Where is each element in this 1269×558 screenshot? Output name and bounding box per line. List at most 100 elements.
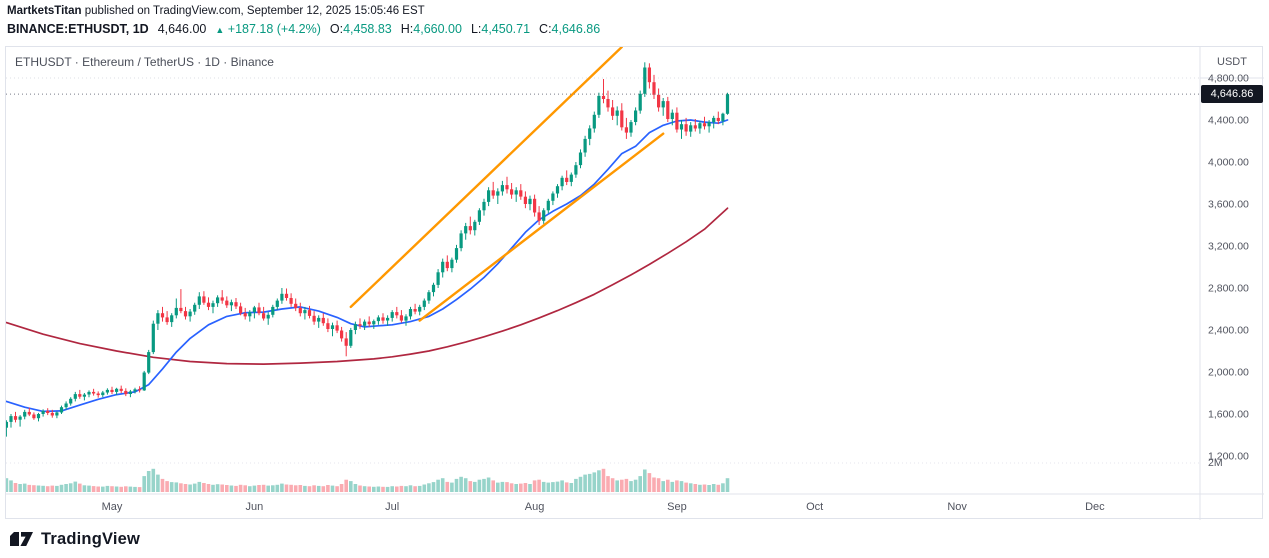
volume-bar [445,481,450,492]
candle-body [565,177,569,182]
volume-bar [114,486,119,492]
volume-bar [482,478,486,492]
author-link[interactable]: MartketsTitan [7,5,82,17]
candle-body [128,391,132,394]
candle-body [427,292,431,301]
candle-body [679,124,684,130]
candle-body [174,307,178,316]
candle-body [473,221,477,231]
volume-bar [372,486,376,492]
volume-bar [528,484,532,492]
candle-body [574,165,578,175]
volume-bar [601,468,606,492]
candle-body [179,307,183,312]
volume-bar [257,485,261,492]
volume-bar [229,485,234,492]
volume-bar [597,470,601,493]
price-tick-label: 3,200.00 [1208,241,1249,253]
price-tick-label: 1,200.00 [1208,451,1249,463]
volume-bar [661,481,665,492]
candle-body [32,414,36,419]
candle-body [225,300,229,306]
candle-body [500,185,504,192]
volume-bar [587,473,592,492]
volume-bar [546,482,551,492]
candle-body [647,67,651,83]
candle-body [115,388,119,392]
volume-bar [698,484,702,493]
candle-body [92,391,96,394]
candle-body [64,403,68,408]
candle-body [220,297,224,301]
candle-body [326,323,330,329]
volume-bar [105,485,110,492]
volume-bar [450,482,454,492]
candle-body [445,261,449,269]
candle-body [23,411,27,417]
time-tick-label: Aug [525,501,545,513]
volume-bar [675,480,679,492]
candle-body [395,312,399,316]
candle-body [661,101,665,108]
volume-bar [560,480,564,492]
publication-line: MartketsTitan published on TradingView.c… [7,5,600,17]
candle-body [546,200,550,211]
candle-body [202,296,206,303]
candle-body [317,317,321,322]
candle-body [183,311,188,317]
candle-body [519,190,523,197]
volume-bar [55,485,59,492]
tradingview-footer[interactable]: TradingView [10,528,140,550]
volume-bar [583,474,587,492]
candle-body [165,317,169,323]
time-tick-label: Oct [806,501,823,513]
volume-bar [643,469,647,492]
volume-bar [119,486,123,492]
volume-bar [293,485,298,492]
volume-bar [417,485,422,492]
candle-body [271,306,275,315]
high-value: H:4,660.00 [400,22,462,36]
volume-bar [610,478,615,492]
candle-body [684,124,688,132]
candle-body [206,302,211,307]
time-tick-label: Jun [246,501,264,513]
candle-body [124,390,128,395]
volume-bar [519,483,523,492]
candle-body [59,407,64,413]
candle-body [386,317,390,321]
volume-bar [721,483,725,492]
volume-bar [289,484,293,493]
volume-bar [82,485,87,492]
volume-bar [551,482,555,492]
symbol-label: BINANCE:ETHUSDT, 1D [7,22,149,36]
volume-bar [128,486,133,492]
candle-body [611,107,615,116]
candle-body [257,307,261,314]
candle-body [266,314,270,319]
upper-channel-line [349,47,623,309]
candle-body [289,298,293,304]
volume-bar [358,485,362,492]
price-tick-label: 4,800.00 [1208,73,1249,85]
volume-bar [477,479,482,492]
volume-bar [110,486,114,492]
candle-body [689,125,693,132]
candle-body [454,248,459,260]
candle-body [468,226,472,231]
volume-bar [36,485,41,492]
candle-body [243,313,247,317]
candle-body [496,191,500,196]
candle-body [404,316,408,321]
last-price: 4,646.00 [157,22,207,36]
volume-bar [330,485,335,492]
volume-bar [656,478,661,492]
time-tick-label: May [102,501,123,513]
volume-bar [68,483,73,492]
volume-bar [395,486,399,492]
candle-body [87,391,91,395]
volume-bar [523,483,528,492]
volume-bar [169,482,174,492]
candle-body [9,416,13,422]
last-price-badge: 4,646.86 [1201,85,1263,103]
